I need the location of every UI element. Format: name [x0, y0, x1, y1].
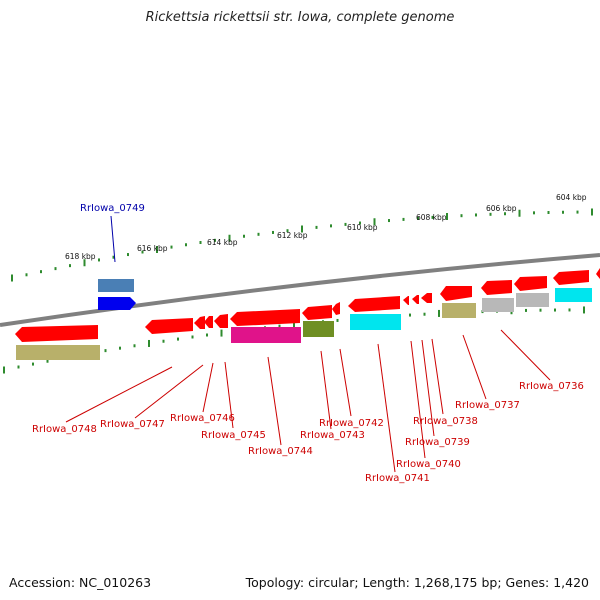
scale-label-616: 616 kbp	[137, 244, 168, 253]
feature-grey-a[interactable]	[482, 298, 514, 312]
feature-grey-b[interactable]	[516, 293, 549, 307]
label-leader-0749	[110, 215, 116, 263]
gene-label-0746[interactable]: RrIowa_0746	[170, 413, 235, 424]
feature-khaki-a[interactable]	[442, 303, 476, 318]
gene-0736-arrow-b[interactable]	[514, 276, 547, 291]
gene-0743-arrow[interactable]	[302, 305, 332, 320]
gene-label-0749[interactable]: RrIowa_0749	[80, 203, 145, 214]
feature-magenta[interactable]	[231, 327, 301, 343]
gene-0742-arrow[interactable]	[332, 302, 340, 315]
gene-0737-arrow[interactable]	[440, 286, 472, 301]
feature-cyan-a[interactable]	[555, 288, 592, 302]
gene-arrow-edge-b[interactable]	[596, 268, 600, 279]
gene-label-0742[interactable]: RrIowa_0742	[319, 418, 384, 429]
feature-cyan-b[interactable]	[350, 314, 401, 330]
gene-0736-arrow-a[interactable]	[481, 280, 512, 295]
gene-label-0747[interactable]: RrIowa_0747	[100, 419, 165, 430]
gene-label-0748[interactable]: RrIowa_0748	[32, 424, 97, 435]
gene-label-0740[interactable]: RrIowa_0740	[396, 459, 461, 470]
feature-steelblue[interactable]	[98, 279, 134, 292]
label-leaders	[65, 329, 551, 473]
gene-0745-arrow[interactable]	[214, 314, 228, 328]
gene-0740-arrow[interactable]	[403, 296, 409, 305]
gene-0748-arrow[interactable]	[15, 325, 98, 342]
map-title: Rickettsia rickettsii str. Iowa, complet…	[145, 10, 455, 25]
genome-summary-text: Topology: circular; Length: 1,268,175 bp…	[245, 575, 589, 590]
gene-0739-arrow[interactable]	[412, 295, 419, 304]
gene-0746-arrow-a[interactable]	[194, 316, 205, 329]
gene-label-0744[interactable]: RrIowa_0744	[248, 446, 313, 457]
gene-0749-arrow[interactable]	[98, 297, 136, 310]
scale-label-612: 612 kbp	[277, 231, 308, 240]
gene-label-0738[interactable]: RrIowa_0738	[413, 416, 478, 427]
gene-arrow-edge-a[interactable]	[553, 270, 589, 285]
scale-label-608: 608 kbp	[416, 213, 447, 222]
gene-label-0743[interactable]: RrIowa_0743	[300, 430, 365, 441]
gene-label-0737[interactable]: RrIowa_0737	[455, 400, 520, 411]
scale-label-604: 604 kbp	[556, 193, 587, 202]
feature-khaki-b[interactable]	[16, 345, 100, 360]
gene-label-0739[interactable]: RrIowa_0739	[405, 437, 470, 448]
scale-label-606: 606 kbp	[486, 204, 517, 213]
gene-0744-arrow[interactable]	[230, 309, 300, 326]
gene-0747-arrow[interactable]	[145, 318, 193, 334]
scale-label-610: 610 kbp	[347, 223, 378, 232]
genome-backbone	[0, 253, 600, 327]
outer-scale-ticks	[11, 208, 593, 282]
scale-label-618: 618 kbp	[65, 252, 96, 261]
accession-text: Accession: NC_010263	[9, 575, 152, 590]
gene-0741-arrow[interactable]	[348, 296, 400, 312]
scale-label-614: 614 kbp	[207, 238, 238, 247]
gene-label-0745[interactable]: RrIowa_0745	[201, 430, 266, 441]
gene-0746-arrow-b[interactable]	[204, 316, 213, 328]
gene-label-0736[interactable]: RrIowa_0736	[519, 381, 584, 392]
feature-olive[interactable]	[303, 321, 334, 337]
gene-0738-arrow[interactable]	[421, 293, 432, 303]
gene-label-0741[interactable]: RrIowa_0741	[365, 473, 430, 484]
